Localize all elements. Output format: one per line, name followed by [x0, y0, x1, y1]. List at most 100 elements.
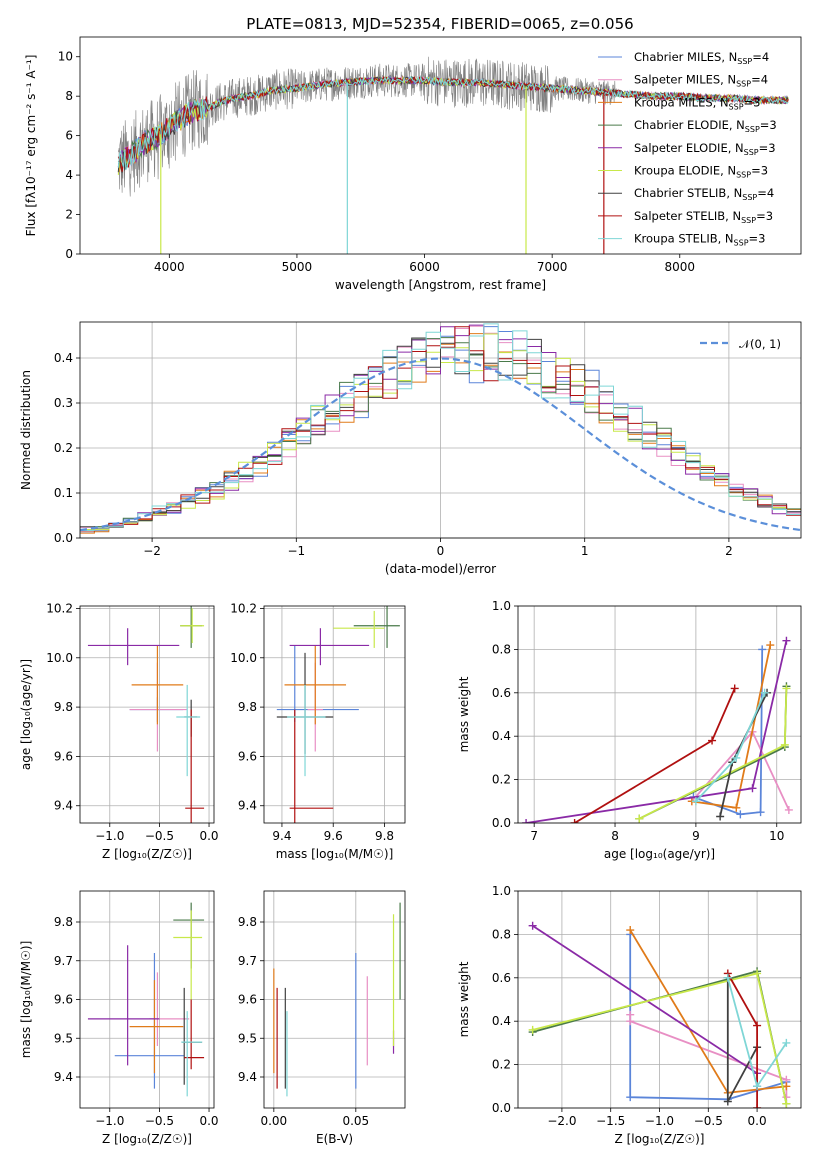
x-tick-label: 9.8 — [375, 829, 394, 843]
y-tick-label: 0.2 — [492, 773, 511, 787]
y-axis-label: mass weight — [457, 676, 471, 752]
x-tick-label: 0 — [437, 544, 445, 558]
plot-area — [117, 56, 789, 254]
figure-title: PLATE=0813, MJD=52354, FIBERID=0065, z=0… — [246, 15, 633, 33]
x-tick-label: 0.05 — [342, 1114, 369, 1128]
axes-frame — [79, 36, 802, 255]
y-tick-label: 9.8 — [54, 915, 73, 929]
axes-frame — [79, 890, 215, 1109]
errorbar-kroupa_elodie — [180, 608, 205, 643]
errorbar-kroupa_stelib — [287, 684, 326, 777]
x-tick-label: −1.5 — [596, 1114, 625, 1128]
y-axis-label: mass weight — [457, 961, 471, 1037]
errorbar-salpeter_elodie — [87, 945, 160, 1066]
x-tick-label: −1.0 — [95, 1114, 124, 1128]
legend-label-chabrier_elodie: Chabrier ELODIE, NSSP=3 — [634, 118, 777, 134]
series-marker — [753, 1104, 762, 1108]
y-tick-label: 0.0 — [54, 531, 73, 545]
panel-age-vs-Z: −1.0 −0.5 0.0 9.4 9.6 9.8 10.0 10.2 Z [log₁₀(Z/Z… — [19, 601, 219, 861]
series-marker — [708, 736, 717, 745]
legend-label-kroupa_miles: Kroupa MILES, NSSP=3 — [634, 95, 760, 111]
series-salpeter_elodie — [522, 636, 791, 823]
plot-area — [276, 606, 400, 823]
y-axis-label: Normed distribution — [19, 370, 33, 490]
series-line — [638, 686, 788, 820]
x-tick-label: −0.5 — [145, 1114, 174, 1128]
series-kroupa_miles — [687, 641, 775, 812]
series-marker — [732, 753, 741, 762]
series-marker — [753, 1082, 762, 1091]
x-tick-label: −0.5 — [694, 1114, 723, 1128]
y-tick-label: 6 — [65, 129, 73, 143]
x-tick-label: −0.5 — [145, 829, 174, 843]
series-marker — [782, 1038, 791, 1047]
y-tick-label: 2 — [65, 208, 73, 222]
series-marker — [782, 1099, 791, 1108]
legend-label-normal: 𝒩(0, 1) — [739, 337, 781, 351]
series-marker — [528, 1025, 537, 1034]
legend-label-salpeter_stelib: Salpeter STELIB, NSSP=3 — [634, 209, 773, 225]
x-tick-label: −1 — [287, 544, 305, 558]
y-tick-label: 10.0 — [230, 651, 257, 665]
y-tick-label: 0.6 — [492, 971, 511, 985]
y-axis-label: age [log₁₀(age/yr)] — [19, 659, 33, 770]
y-tick-label: 0.6 — [492, 686, 511, 700]
legend-label-chabrier_miles: Chabrier MILES, NSSP=4 — [634, 50, 769, 66]
series-marker — [753, 1021, 762, 1030]
y-tick-label: 1.0 — [492, 884, 511, 898]
series-marker — [691, 797, 700, 806]
series-marker — [528, 921, 537, 930]
series-marker — [570, 819, 579, 823]
panel-residuals: −2 −1 0 1 2 0.0 0.1 0.2 0.3 0.4 (data-model)/error… — [19, 321, 802, 576]
panel-mass-vs-Z: −1.0 −0.5 0.0 9.4 9.5 9.6 9.7 9.8 Z [log₁₀(Z/Z☉)… — [19, 890, 219, 1146]
y-tick-label: 9.6 — [238, 749, 257, 763]
y-tick-label: 0.8 — [492, 927, 511, 941]
x-tick-label: 2 — [725, 544, 733, 558]
errorbar-kroupa_stelib — [176, 684, 201, 777]
plot-area — [80, 323, 801, 538]
series-kroupa_stelib — [691, 688, 769, 806]
y-tick-label: 9.5 — [54, 1031, 73, 1045]
x-axis-label: mass [log₁₀(M/M☉)] — [276, 847, 394, 861]
x-tick-label: 9 — [692, 829, 700, 843]
axes-frame — [79, 321, 802, 539]
series-marker — [736, 810, 745, 819]
errorbar-chabrier_stelib — [182, 987, 203, 1085]
plot-area — [87, 606, 205, 823]
x-tick-label: 7000 — [537, 260, 568, 274]
series-marker — [766, 641, 775, 650]
legend-label-chabrier_stelib: Chabrier STELIB, NSSP=4 — [634, 186, 774, 202]
y-tick-label: 9.4 — [238, 799, 257, 813]
series-kroupa_elodie — [528, 969, 791, 1108]
series-salpeter_stelib — [723, 969, 762, 1108]
axes-frame — [517, 890, 802, 1109]
errorbar-kroupa_elodie — [333, 610, 385, 648]
y-tick-label: 0 — [65, 247, 73, 261]
x-tick-label: 0.0 — [199, 829, 218, 843]
y-tick-label: 10.2 — [46, 601, 73, 615]
x-tick-label: −1.0 — [645, 1114, 674, 1128]
y-tick-label: 9.6 — [54, 749, 73, 763]
x-tick-label: 10 — [769, 829, 784, 843]
errorbar-salpeter_miles — [149, 972, 190, 1046]
series-marker — [758, 645, 767, 654]
y-tick-label: 9.4 — [54, 1070, 73, 1084]
legend-label-salpeter_miles: Salpeter MILES, NSSP=4 — [634, 73, 768, 89]
series-marker — [626, 1093, 635, 1102]
model-line-kroupa_stelib — [117, 75, 789, 171]
axes-frame — [517, 605, 802, 824]
y-tick-label: 9.8 — [238, 700, 257, 714]
series-marker — [780, 740, 789, 749]
x-tick-label: 0.0 — [748, 1114, 767, 1128]
x-tick-label: 8 — [611, 829, 619, 843]
y-tick-label: 0.0 — [492, 1101, 511, 1115]
x-tick-label: 9.4 — [272, 829, 291, 843]
y-tick-label: 9.4 — [238, 1070, 257, 1084]
y-tick-label: 0.1 — [54, 486, 73, 500]
series-marker — [756, 808, 765, 817]
errorbar-chabrier_elodie — [353, 606, 400, 648]
x-tick-label: 1 — [581, 544, 589, 558]
panel-spectrum: 4000 5000 6000 7000 8000 0 2 4 6 8 10 wavelength [A… — [24, 36, 802, 292]
panel-weight-vs-age: 7 8 9 10 0.0 0.2 0.4 0.6 0.8 1.0 age [log₁₀(age/yr… — [457, 599, 802, 861]
